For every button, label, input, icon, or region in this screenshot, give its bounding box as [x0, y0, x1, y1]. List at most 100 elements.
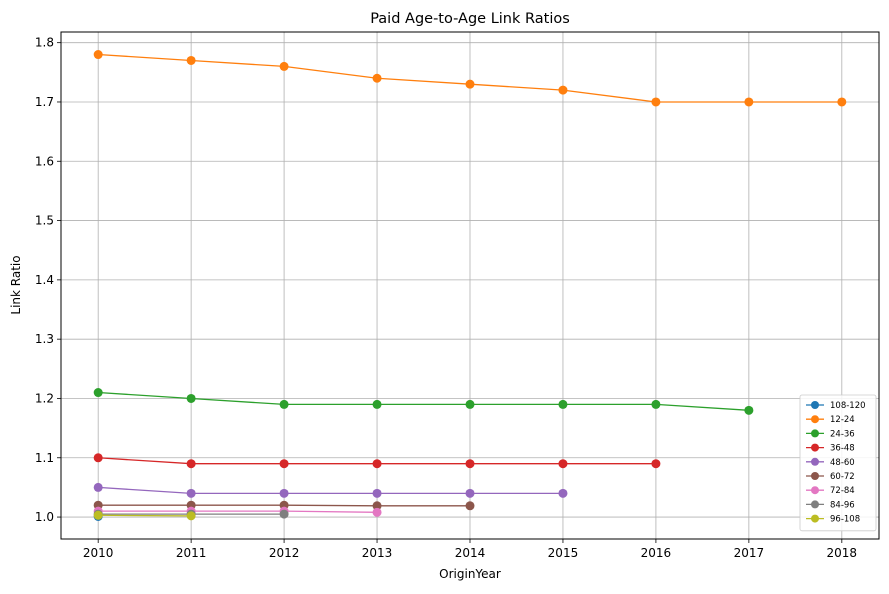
series-24-36 — [93, 388, 754, 415]
y-tick-label: 1.1 — [35, 451, 54, 465]
x-tick-label: 2010 — [83, 546, 114, 560]
series-36-48 — [93, 453, 661, 469]
data-point-36-48 — [558, 459, 568, 469]
data-point-48-60 — [186, 488, 196, 498]
x-axis-label: OriginYear — [439, 567, 501, 581]
data-point-12-24 — [837, 97, 847, 107]
y-tick-label: 1.8 — [35, 36, 54, 50]
data-point-36-48 — [651, 459, 661, 469]
data-point-60-72 — [465, 501, 475, 511]
data-point-48-60 — [372, 488, 382, 498]
x-tick-label: 2012 — [269, 546, 300, 560]
data-point-48-60 — [279, 488, 289, 498]
legend-item: 72-84 — [806, 486, 855, 496]
legend-item: 108-120 — [806, 401, 866, 411]
legend-item: 36-48 — [806, 443, 855, 454]
legend-marker — [811, 500, 819, 509]
data-point-36-48 — [186, 459, 196, 469]
x-tick-label: 2018 — [827, 546, 858, 560]
legend-label: 72-84 — [830, 486, 855, 496]
legend-item: 60-72 — [806, 472, 855, 482]
chart-title: Paid Age-to-Age Link Ratios — [370, 11, 570, 27]
y-tick-label: 1.5 — [35, 214, 54, 228]
y-tick-label: 1.2 — [35, 391, 54, 405]
x-tick-label: 2015 — [548, 546, 579, 560]
data-point-24-36 — [93, 388, 103, 398]
legend-item: 24-36 — [806, 429, 855, 439]
data-point-12-24 — [651, 97, 661, 107]
data-point-12-24 — [93, 50, 103, 60]
legend-label: 48-60 — [830, 458, 855, 468]
x-tick-label: 2016 — [641, 546, 672, 560]
legend-label: 24-36 — [830, 429, 855, 439]
legend-label: 96-108 — [830, 515, 860, 525]
data-point-96-108 — [93, 510, 103, 520]
x-axis-ticks: 2010 2011 2012 2013 2014 2015 2016 2017 2018 — [83, 539, 857, 560]
data-point-12-24 — [744, 97, 754, 107]
legend-label: 84-96 — [830, 500, 855, 510]
data-point-72-84 — [372, 507, 382, 517]
data-point-36-48 — [372, 459, 382, 469]
legend-marker — [811, 429, 819, 438]
x-tick-label: 2011 — [176, 546, 207, 560]
data-point-24-36 — [279, 399, 289, 409]
data-point-24-36 — [744, 405, 754, 415]
legend-marker — [811, 457, 819, 466]
legend-marker — [811, 514, 819, 523]
y-tick-label: 1.6 — [35, 154, 54, 168]
y-tick-label: 1.0 — [35, 510, 54, 524]
series-line-48-60 — [98, 486, 563, 494]
legend: 108-120 12-24 24-36 36-48 48-60 60-72 72-84 84-… — [799, 394, 877, 532]
legend-label: 36-48 — [830, 444, 855, 454]
series-layer — [93, 50, 847, 521]
data-point-36-48 — [93, 453, 103, 463]
data-point-36-48 — [279, 459, 289, 469]
legend-item: 48-60 — [806, 457, 855, 468]
x-tick-label: 2017 — [734, 546, 765, 560]
series-12-24 — [93, 50, 847, 107]
series-line-24-36 — [98, 391, 749, 411]
legend-label: 12-24 — [830, 415, 855, 425]
legend-item: 84-96 — [806, 500, 855, 510]
data-point-12-24 — [558, 85, 568, 95]
legend-marker — [811, 472, 819, 480]
series-line-72-84 — [98, 510, 378, 513]
y-tick-label: 1.3 — [35, 332, 54, 346]
y-axis-ticks: 1.0 1.1 1.2 1.3 1.4 1.5 1.6 1.7 1.8 — [35, 36, 61, 524]
y-tick-label: 1.4 — [35, 273, 54, 287]
data-point-60-72 — [372, 501, 382, 511]
x-tick-label: 2013 — [362, 546, 393, 560]
legend-marker — [811, 415, 819, 424]
data-point-24-36 — [651, 399, 661, 409]
data-point-12-24 — [186, 55, 196, 65]
data-point-24-36 — [372, 399, 382, 409]
legend-box — [799, 394, 877, 532]
series-96-108 — [93, 510, 196, 521]
data-point-48-60 — [93, 482, 103, 492]
data-point-48-60 — [558, 488, 568, 498]
legend-item: 12-24 — [806, 415, 855, 425]
series-48-60 — [93, 482, 568, 498]
legend-label: 60-72 — [830, 472, 855, 482]
legend-marker — [811, 486, 819, 495]
data-point-96-108 — [186, 511, 196, 521]
data-point-12-24 — [465, 79, 475, 89]
data-point-36-48 — [465, 459, 475, 469]
data-point-24-36 — [465, 399, 475, 409]
series-line-96-108 — [98, 514, 192, 517]
data-point-12-24 — [279, 61, 289, 71]
data-point-12-24 — [372, 73, 382, 83]
legend-marker — [811, 443, 819, 452]
data-point-84-96 — [279, 509, 289, 519]
data-point-48-60 — [465, 488, 475, 498]
legend-item: 96-108 — [806, 514, 860, 525]
y-axis-label: Link Ratio — [9, 255, 23, 314]
legend-label: 108-120 — [830, 401, 866, 411]
legend-marker — [811, 401, 819, 409]
x-tick-label: 2014 — [455, 546, 486, 560]
y-tick-label: 1.7 — [35, 95, 54, 109]
data-point-24-36 — [558, 399, 568, 409]
data-point-24-36 — [186, 393, 196, 403]
